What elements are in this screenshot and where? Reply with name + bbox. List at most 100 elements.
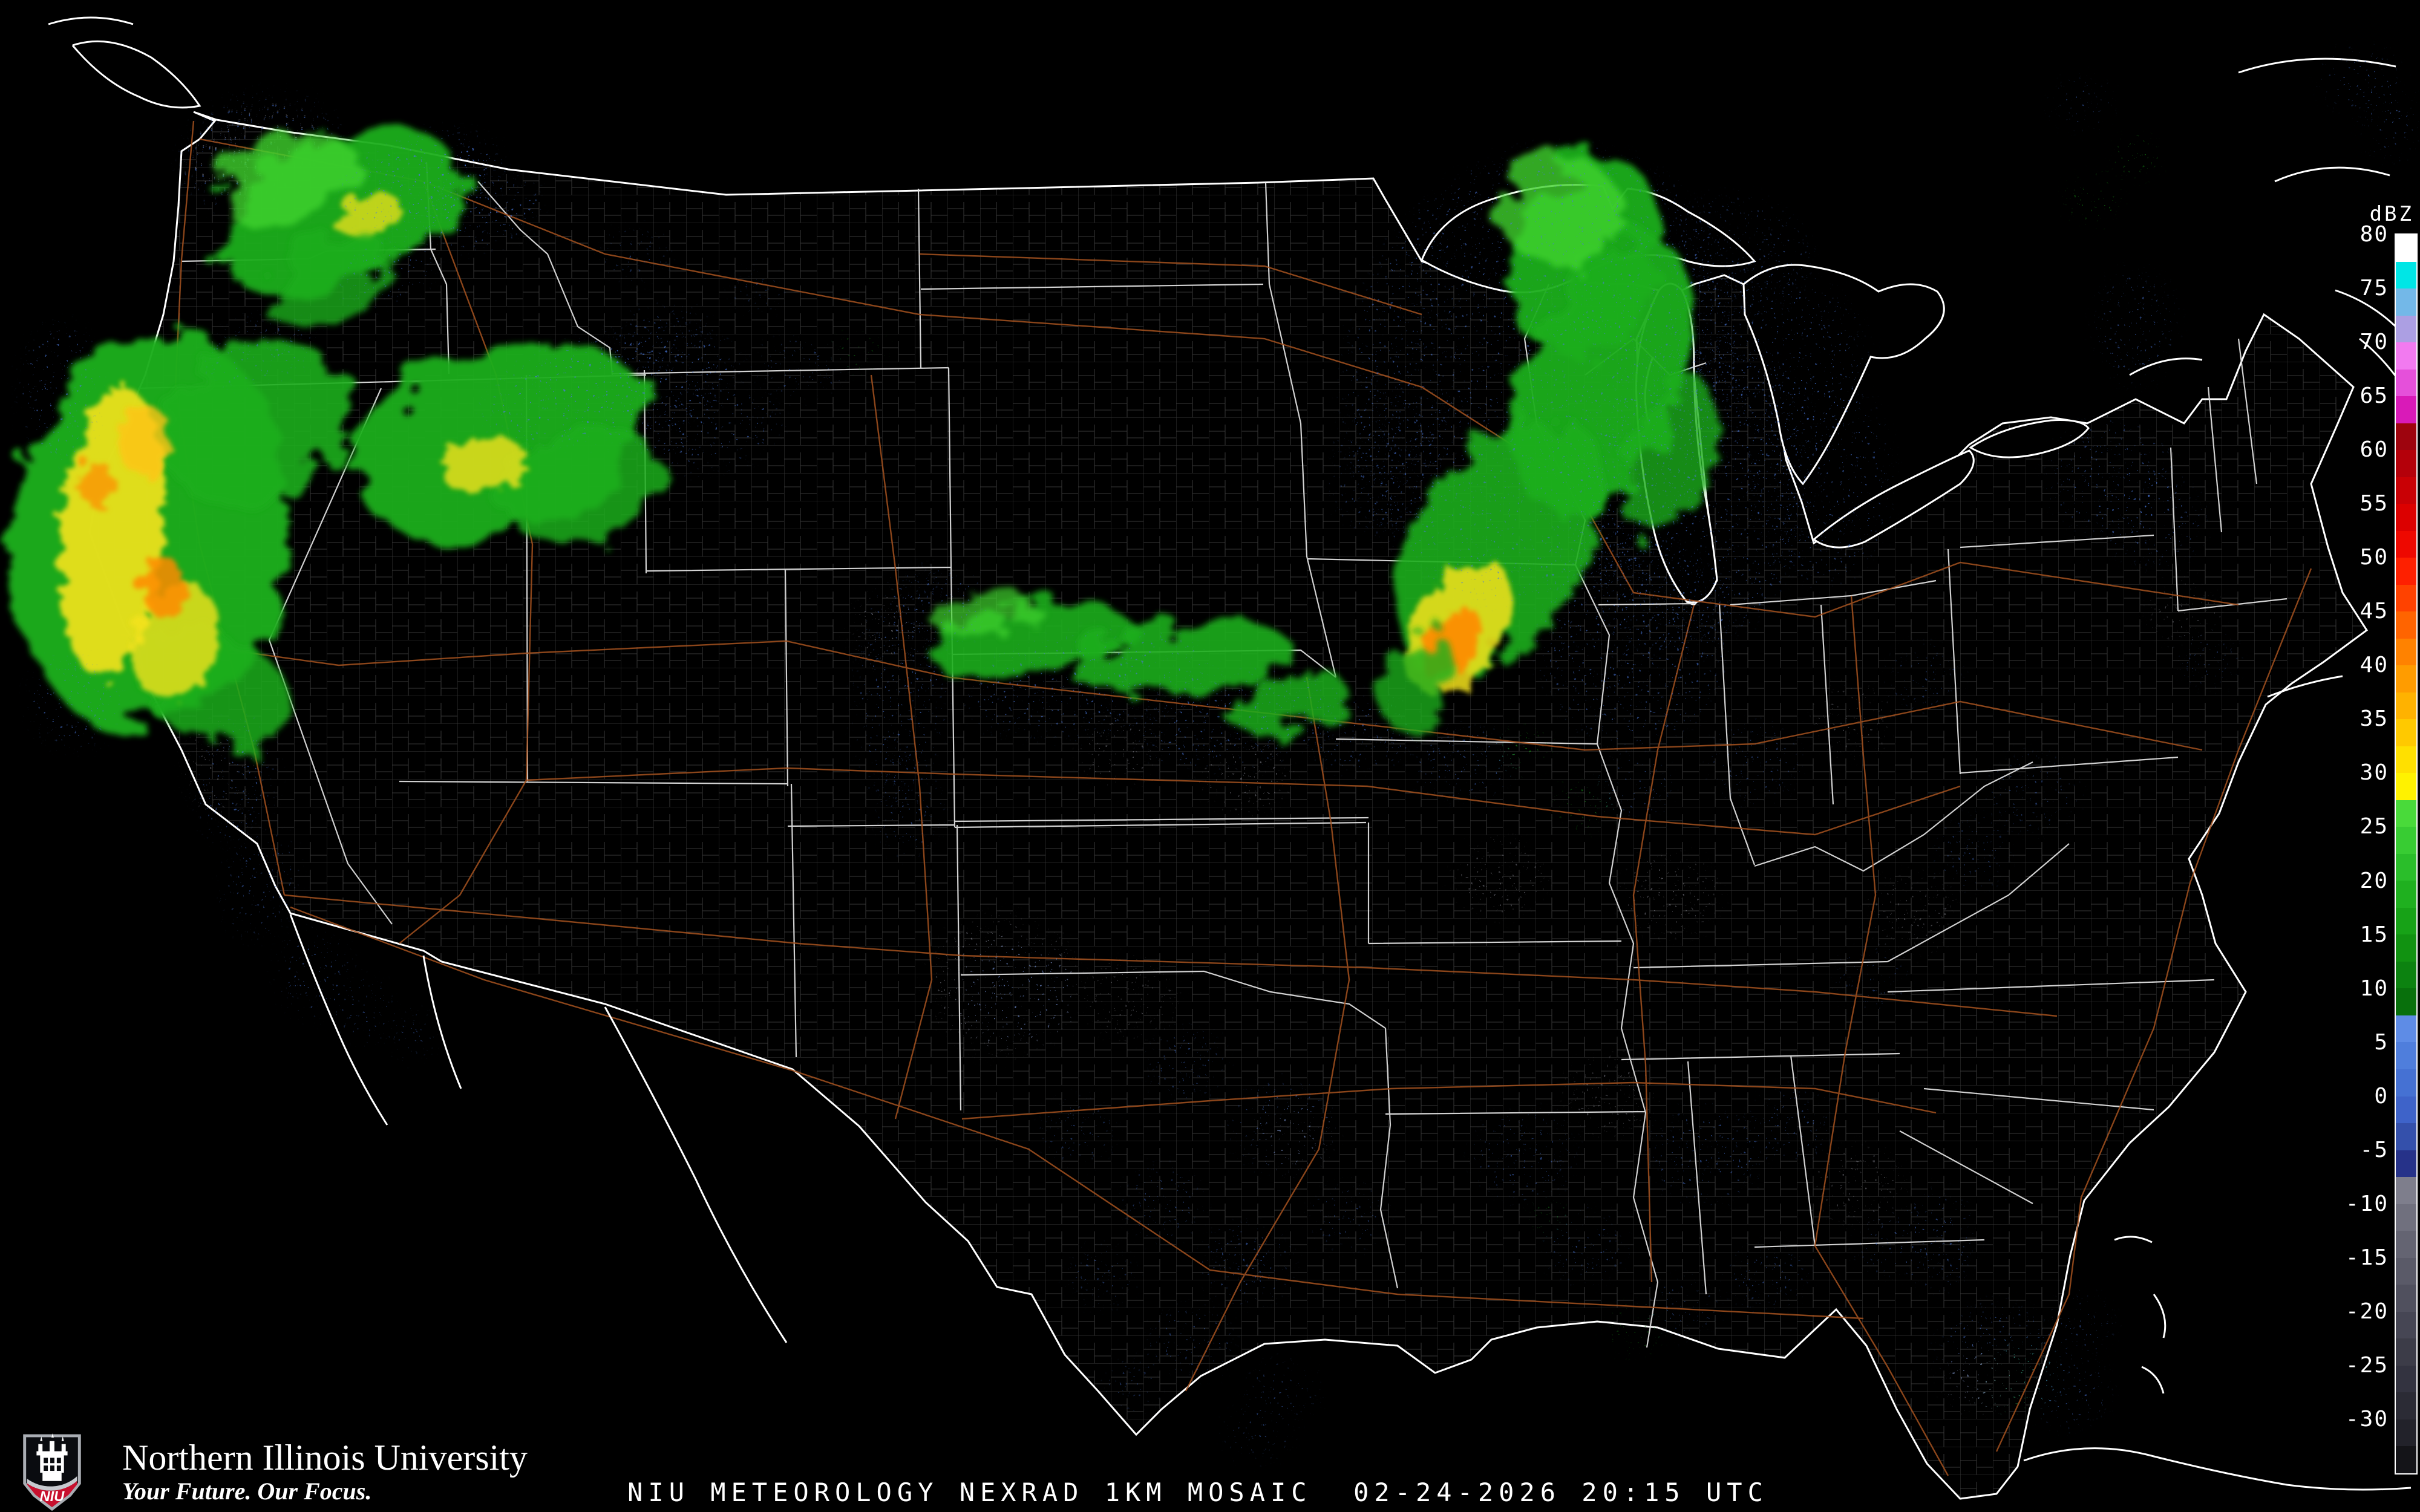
colorbar-tick: 40 xyxy=(2360,653,2389,678)
colorbar-segment xyxy=(2396,665,2416,692)
radar-echo xyxy=(1567,1058,1652,1131)
radar-echo xyxy=(1258,1107,1331,1167)
colorbar-segment xyxy=(2396,1311,2416,1339)
radar-echo xyxy=(1664,198,1809,310)
colorbar-segment xyxy=(2396,1042,2416,1069)
radar-echo xyxy=(30,659,115,744)
radar-echo xyxy=(1649,1279,1715,1334)
colorbar-tick: 80 xyxy=(2360,222,2389,247)
foreign-coastlines xyxy=(48,16,2412,1491)
radar-echo xyxy=(161,339,347,507)
mosaic-caption: NIU METEOROLOGY NEXRAD 1KM MOSAIC 02-24-… xyxy=(627,1478,1768,1507)
radar-echo xyxy=(24,327,97,460)
radar-echo xyxy=(1476,1113,1573,1198)
colorbar-segment xyxy=(2396,881,2416,908)
canadian-maritimes xyxy=(2129,57,2412,400)
colorbar-tick: 0 xyxy=(2374,1083,2389,1109)
radar-echo xyxy=(2105,478,2202,562)
radar-echo xyxy=(1990,756,2075,829)
radar-echo xyxy=(1542,538,1725,744)
colorbar-segment xyxy=(2396,746,2416,774)
radar-echo xyxy=(266,232,387,324)
colorbar-tick: 35 xyxy=(2360,706,2389,732)
radar-echo xyxy=(2366,85,2414,157)
niu-brand-text: Northern Illinois University Your Future… xyxy=(122,1438,528,1506)
colorbar-tick: -30 xyxy=(2345,1406,2389,1432)
vancouver-island xyxy=(48,16,201,109)
colorbar-tick: 60 xyxy=(2360,437,2389,463)
colorbar-segment xyxy=(2396,235,2416,262)
radar-echo xyxy=(2054,82,2108,124)
shield-swoosh xyxy=(27,1476,77,1491)
colorbar-segment xyxy=(2396,800,2416,827)
radar-echo xyxy=(1125,1170,1198,1237)
long-island xyxy=(2267,675,2343,698)
colorbar-tick: -25 xyxy=(2345,1352,2389,1378)
colorbar-tick: -20 xyxy=(2345,1299,2389,1324)
colorbar-tick: 50 xyxy=(2360,545,2389,570)
radar-echo xyxy=(969,633,1209,734)
radar-echo xyxy=(962,943,1071,1040)
radar-echo xyxy=(1712,726,1797,798)
radar-echo xyxy=(497,426,664,541)
shield-letters: NIU xyxy=(40,1489,65,1505)
colorbar-tick: 20 xyxy=(2360,868,2389,893)
colorbar-segment xyxy=(2396,961,2416,989)
radar-echo xyxy=(341,241,434,303)
radar-echo xyxy=(1815,686,1888,753)
radar-echo xyxy=(1204,1228,1289,1300)
colorbar-segment xyxy=(2396,1365,2416,1393)
radar-echo xyxy=(188,726,248,810)
colorbar-tick: -15 xyxy=(2345,1245,2389,1270)
radar-echo xyxy=(226,832,295,934)
colorbar-segment xyxy=(2396,773,2416,800)
colorbar-tick: 70 xyxy=(2360,330,2389,355)
radar-echo xyxy=(901,569,986,641)
radar-echo xyxy=(1333,389,1450,530)
bahamas xyxy=(2114,1236,2167,1394)
colorbar-tick: 75 xyxy=(2360,276,2389,301)
colorbar-segment xyxy=(2396,692,2416,720)
radar-echo xyxy=(1936,820,2009,886)
radar-echo xyxy=(142,556,185,617)
colorbar-segment xyxy=(2396,1446,2416,1473)
radar-echo xyxy=(118,405,172,478)
radar-echo xyxy=(1549,1213,1621,1279)
radar-echo xyxy=(732,272,780,308)
colorbar-tick: 55 xyxy=(2360,491,2389,516)
radar-echo xyxy=(1500,732,1549,768)
radar-echo xyxy=(636,391,780,468)
radar-echo xyxy=(1044,1101,1110,1161)
radar-echo xyxy=(2069,178,2118,221)
colorbar-segment xyxy=(2396,1204,2416,1231)
radar-echo xyxy=(2114,139,2157,175)
colorbar-segment xyxy=(2396,315,2416,343)
radar-echo xyxy=(220,134,361,229)
colorbar-segment xyxy=(2396,853,2416,881)
radar-echo xyxy=(835,336,883,366)
colorbar-segment xyxy=(2396,638,2416,666)
colorbar-tick: 30 xyxy=(2360,760,2389,786)
radar-echo xyxy=(1104,1361,1159,1409)
colorbar-segment xyxy=(2396,396,2416,423)
radar-echo xyxy=(1150,1031,1222,1098)
colorbar-segment xyxy=(2396,530,2416,558)
colorbar-tick: -5 xyxy=(2360,1137,2389,1162)
colorbar-segment xyxy=(2396,558,2416,585)
colorbar-segment xyxy=(2396,1123,2416,1150)
colorbar-title: dBZ xyxy=(2369,202,2414,226)
university-name: Northern Illinois University xyxy=(122,1438,528,1478)
radar-echo xyxy=(2033,1358,2105,1424)
shield-red-band xyxy=(27,1481,77,1508)
colorbar-tick: 5 xyxy=(2374,1029,2389,1055)
colorbar-tick: 65 xyxy=(2360,383,2389,409)
colorbar-tick: 45 xyxy=(2360,599,2389,624)
colorbar-segment xyxy=(2396,934,2416,962)
radar-echo xyxy=(1204,738,1289,810)
radar-echo xyxy=(1609,1309,1658,1352)
radar-echo xyxy=(1597,759,1670,813)
colorbar-segment xyxy=(2396,611,2416,639)
radar-echo xyxy=(1534,1204,1564,1228)
